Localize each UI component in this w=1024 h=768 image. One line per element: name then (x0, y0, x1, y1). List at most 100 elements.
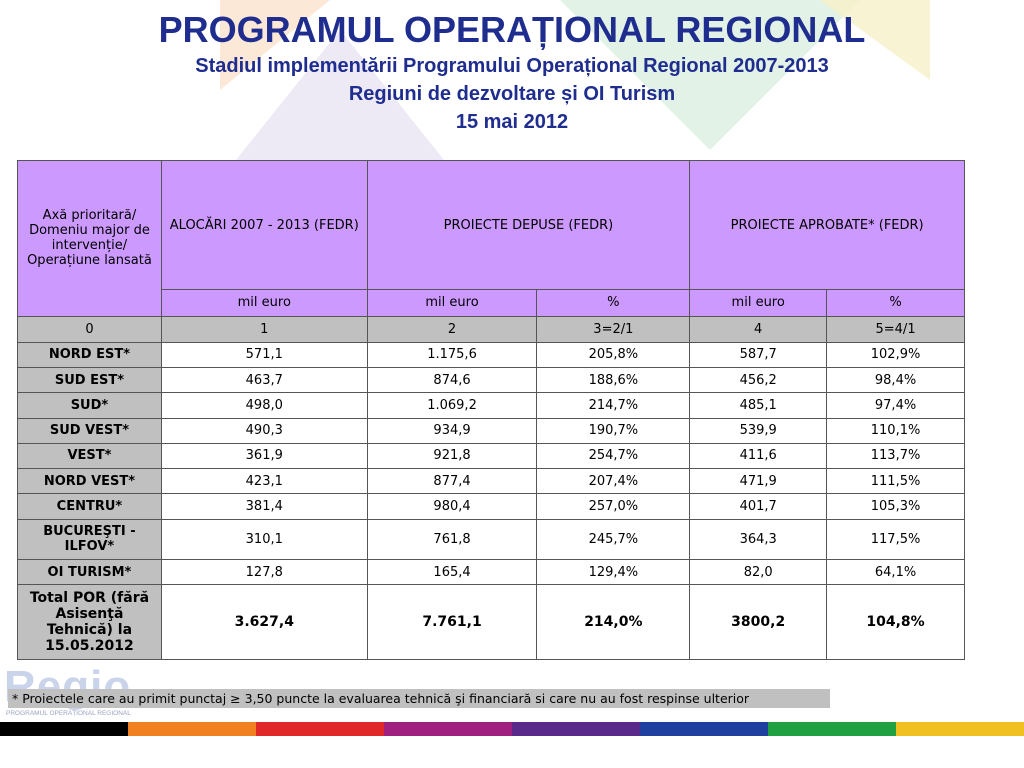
page-title: PROGRAMUL OPERAȚIONAL REGIONAL (158, 9, 866, 50)
table-row: CENTRU* 381,4 980,4 257,0% 401,7 105,3% (17, 493, 965, 520)
approved-pct-cell: 98,4% (826, 367, 965, 394)
region-label: SUD VEST* (17, 417, 162, 444)
submitted-pct-cell: 254,7% (536, 442, 691, 470)
region-label: OI TURISM* (17, 558, 162, 586)
table-row: SUD EST* 463,7 874,6 188,6% 456,2 98,4% (17, 367, 965, 394)
approved-cell: 401,7 (689, 493, 828, 520)
submitted-pct-cell: 190,7% (536, 417, 691, 444)
submitted-cell: 874,6 (366, 367, 538, 394)
approved-pct-cell: 113,7% (826, 442, 965, 470)
alloc-cell: 127,8 (160, 558, 368, 586)
region-label: SUD* (17, 392, 162, 419)
alloc-cell: 361,9 (160, 442, 368, 470)
table-row: NORD VEST* 423,1 877,4 207,4% 471,9 111,… (17, 468, 965, 495)
approved-pct-cell: 105,3% (826, 493, 965, 520)
approved-pct-cell: 111,5% (826, 468, 965, 495)
total-label: Total POR (fără Asisenţă Tehnică) la 15.… (17, 584, 162, 660)
region-label: SUD EST* (17, 367, 162, 394)
approved-pct-cell: 117,5% (826, 518, 965, 560)
implementation-table: Axă prioritară/ Domeniu major de interve… (17, 159, 965, 660)
page-subtitle: Stadiul implementării Programului Operaț… (195, 55, 829, 77)
region-label: CENTRU* (17, 493, 162, 520)
approved-cell: 587,7 (689, 341, 828, 369)
total-row: Total POR (fără Asisenţă Tehnică) la 15.… (17, 584, 965, 660)
table-row: BUCUREŞTI - ILFOV* 310,1 761,8 245,7% 36… (17, 518, 965, 560)
submitted-cell: 165,4 (366, 558, 538, 586)
stripe-segment (768, 722, 896, 736)
total-submitted: 7.761,1 (366, 584, 538, 660)
total-approved: 3800,2 (689, 584, 828, 660)
alloc-cell: 381,4 (160, 493, 368, 520)
approved-cell: 82,0 (689, 558, 828, 586)
submitted-cell: 1.175,6 (366, 341, 538, 369)
stripe-segment (640, 722, 768, 736)
table-row: SUD* 498,0 1.069,2 214,7% 485,1 97,4% (17, 392, 965, 419)
logo-subtext: PROGRAMUL OPERAȚIONAL REGIONAL (6, 710, 131, 717)
header-approved: PROIECTE APROBATE* (FEDR) (689, 159, 965, 291)
region-label: NORD EST* (17, 341, 162, 369)
approved-pct-cell: 102,9% (826, 341, 965, 369)
table-row: OI TURISM* 127,8 165,4 129,4% 82,0 64,1% (17, 558, 965, 586)
stripe-segment (128, 722, 256, 736)
unit-cell: % (826, 289, 965, 317)
unit-cell: % (536, 289, 691, 317)
table-header-row: Axă prioritară/ Domeniu major de interve… (17, 159, 965, 317)
region-label: VEST* (17, 442, 162, 470)
total-alloc: 3.627,4 (160, 584, 368, 660)
unit-cell: mil euro (160, 289, 368, 317)
submitted-pct-cell: 207,4% (536, 468, 691, 495)
alloc-cell: 463,7 (160, 367, 368, 394)
stripe-segment (256, 722, 384, 736)
submitted-pct-cell: 129,4% (536, 558, 691, 586)
alloc-cell: 498,0 (160, 392, 368, 419)
unit-cell: mil euro (366, 289, 538, 317)
submitted-pct-cell: 205,8% (536, 341, 691, 369)
background-shape-green (560, 0, 860, 150)
alloc-cell: 490,3 (160, 417, 368, 444)
report-date: 15 mai 2012 (455, 111, 569, 133)
alloc-cell: 571,1 (160, 341, 368, 369)
index-cell: 5=4/1 (826, 315, 965, 343)
index-row: 0 1 2 3=2/1 4 5=4/1 (17, 315, 965, 343)
submitted-cell: 980,4 (366, 493, 538, 520)
approved-cell: 456,2 (689, 367, 828, 394)
index-cell: 3=2/1 (536, 315, 691, 343)
submitted-cell: 934,9 (366, 417, 538, 444)
submitted-pct-cell: 257,0% (536, 493, 691, 520)
table-row: NORD EST* 571,1 1.175,6 205,8% 587,7 102… (17, 341, 965, 369)
submitted-pct-cell: 245,7% (536, 518, 691, 560)
unit-cell: mil euro (689, 289, 828, 317)
approved-pct-cell: 97,4% (826, 392, 965, 419)
submitted-cell: 921,8 (366, 442, 538, 470)
index-cell: 2 (366, 315, 538, 343)
approved-pct-cell: 64,1% (826, 558, 965, 586)
color-stripe (0, 722, 1024, 736)
header-alloc: ALOCĂRI 2007 - 2013 (FEDR) (160, 159, 368, 291)
alloc-cell: 423,1 (160, 468, 368, 495)
header-axis: Axă prioritară/ Domeniu major de interve… (17, 160, 162, 317)
approved-pct-cell: 110,1% (826, 417, 965, 444)
approved-cell: 485,1 (689, 392, 828, 419)
approved-cell: 471,9 (689, 468, 828, 495)
page-subtitle-2: Regiuni de dezvoltare și OI Turism (348, 83, 676, 105)
submitted-cell: 761,8 (366, 518, 538, 560)
total-submitted-pct: 214,0% (536, 584, 691, 660)
approved-cell: 411,6 (689, 442, 828, 470)
submitted-cell: 1.069,2 (366, 392, 538, 419)
approved-cell: 539,9 (689, 417, 828, 444)
stripe-segment (384, 722, 512, 736)
region-label: BUCUREŞTI - ILFOV* (17, 518, 162, 560)
submitted-cell: 877,4 (366, 468, 538, 495)
table-row: SUD VEST* 490,3 934,9 190,7% 539,9 110,1… (17, 417, 965, 444)
units-row: mil euro mil euro % mil euro % (18, 289, 965, 317)
index-cell: 1 (160, 315, 368, 343)
submitted-pct-cell: 214,7% (536, 392, 691, 419)
stripe-segment (512, 722, 640, 736)
total-approved-pct: 104,8% (826, 584, 965, 660)
approved-cell: 364,3 (689, 518, 828, 560)
region-label: NORD VEST* (17, 468, 162, 495)
stripe-segment (896, 722, 1024, 736)
header-submitted: PROIECTE DEPUSE (FEDR) (366, 159, 691, 291)
table-row: VEST* 361,9 921,8 254,7% 411,6 113,7% (17, 442, 965, 470)
title-block: PROGRAMUL OPERAȚIONAL REGIONAL Stadiul i… (0, 8, 1024, 136)
